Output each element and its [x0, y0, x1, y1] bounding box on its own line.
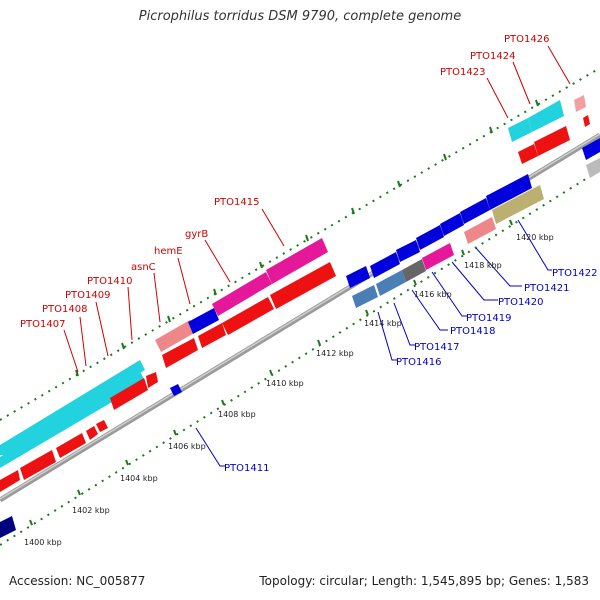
ruler-label: 1406 kbp [168, 442, 206, 451]
ruler-label: 1404 kbp [120, 474, 158, 483]
feature-bars-outer [0, 95, 586, 468]
gene-label: PTO1408 [42, 304, 87, 315]
gene-labels-blue: PTO1411 PTO1416 PTO1417 PTO1418 PTO1419 … [224, 268, 597, 474]
gene-label: hemE [154, 246, 183, 257]
leader-lines-blue [195, 219, 552, 467]
gene-label: PTO1415 [214, 197, 259, 208]
ruler-label: 1418 kbp [464, 261, 502, 270]
gene-label: PTO1416 [396, 357, 441, 368]
ruler-label: 1400 kbp [24, 538, 62, 547]
gene-label: PTO1407 [20, 319, 65, 330]
gene-label: PTO1411 [224, 463, 269, 474]
gene-label: gyrB [185, 229, 208, 240]
gene-label: PTO1419 [466, 313, 511, 324]
ruler-label: 1412 kbp [316, 349, 354, 358]
accession-text: Accession: NC_005877 [9, 574, 146, 588]
ruler-label: 1402 kbp [72, 506, 110, 515]
ruler-label: 1408 kbp [218, 410, 256, 419]
ruler-label: 1420 kbp [516, 233, 554, 242]
feature-bars-inner [0, 138, 600, 538]
gene-label: PTO1426 [504, 34, 549, 45]
map-title: Picrophilus torridus DSM 9790, complete … [138, 9, 462, 24]
outer-ticks [75, 99, 539, 377]
dotted-guides [0, 67, 600, 546]
gene-label: PTO1423 [440, 67, 485, 78]
gene-label: PTO1418 [450, 326, 495, 337]
ruler-label: 1410 kbp [266, 379, 304, 388]
gene-label: PTO1424 [470, 51, 515, 62]
ruler-label: 1416 kbp [414, 290, 452, 299]
gene-label: PTO1420 [498, 297, 543, 308]
gene-labels-red: PTO1407 PTO1408 PTO1409 PTO1410 asnC hem… [20, 34, 549, 330]
inner-ticks [29, 219, 513, 526]
feature-arrows-red [0, 115, 590, 492]
gene-label: PTO1417 [414, 342, 459, 353]
genome-summary-text: Topology: circular; Length: 1,545,895 bp… [259, 574, 589, 588]
gene-label: asnC [131, 262, 156, 273]
gene-label: PTO1422 [552, 268, 597, 279]
gene-label: PTO1409 [65, 290, 110, 301]
gene-label: PTO1410 [87, 276, 132, 287]
ruler-labels: 1400 kbp 1402 kbp 1404 kbp 1406 kbp 1408… [24, 233, 554, 547]
gene-label: PTO1421 [524, 283, 569, 294]
leader-lines-red [63, 45, 571, 373]
ruler-label: 1414 kbp [364, 319, 402, 328]
